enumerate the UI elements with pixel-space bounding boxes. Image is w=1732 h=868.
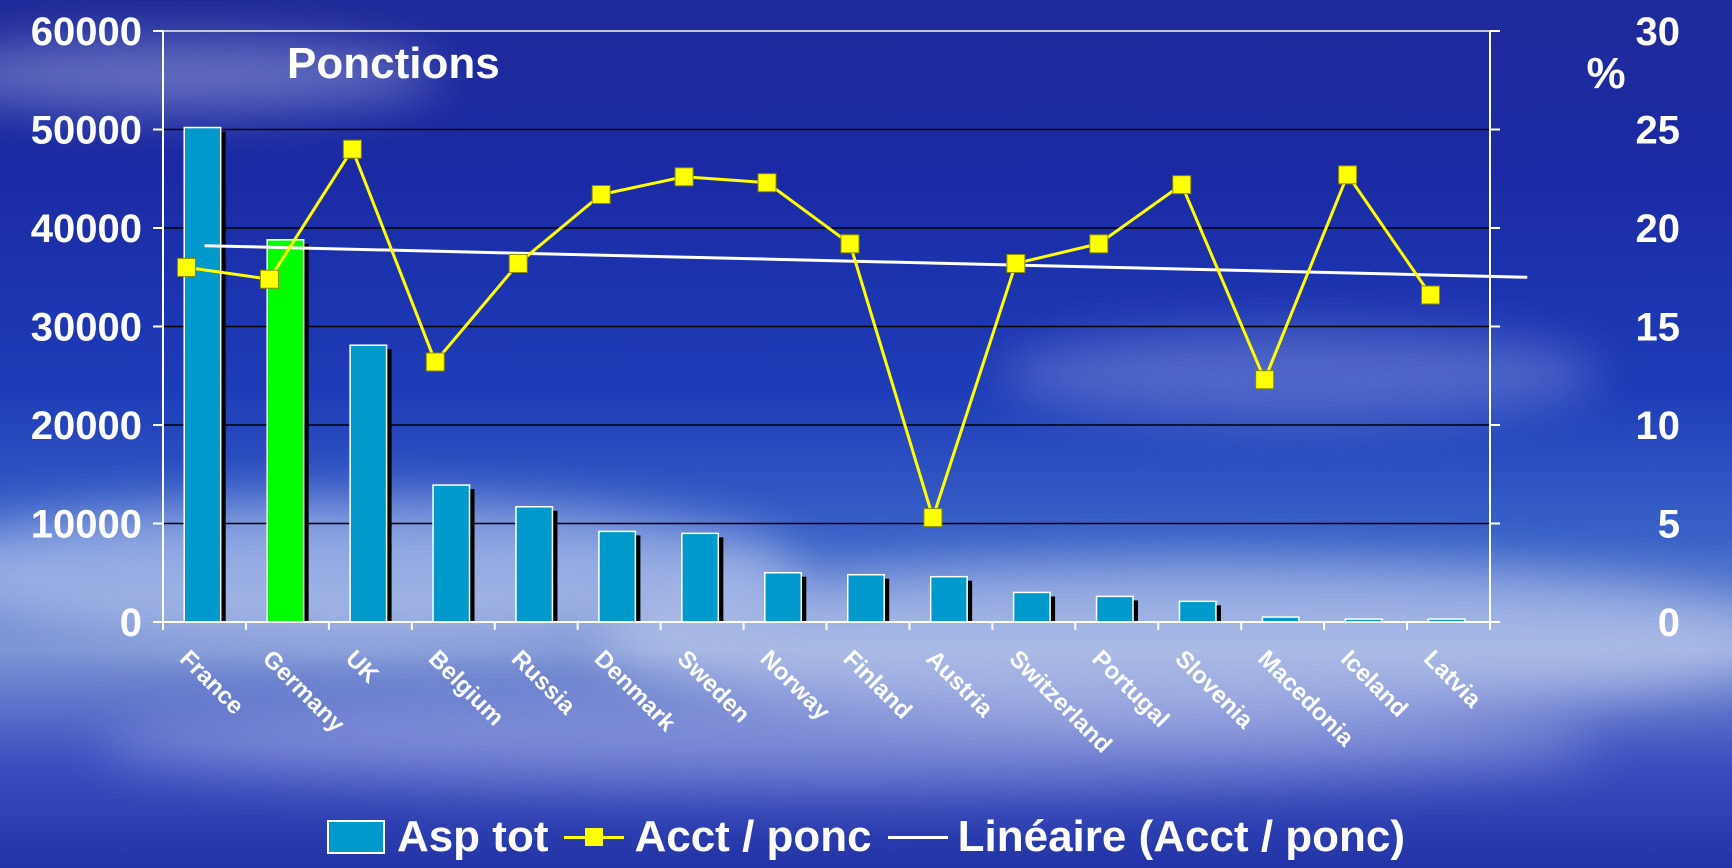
line-marker-iceland: [1338, 165, 1358, 185]
line-marker-portugal: [1089, 234, 1109, 254]
legend-line-swatch: [564, 822, 625, 852]
legend-label-trend: Linéaire (Acct / ponc): [957, 812, 1406, 861]
bar-belgium: [432, 484, 471, 623]
y-tick-label: 40000: [31, 207, 142, 251]
series-line-acct-ponc: [186, 145, 1432, 523]
line-marker-denmark: [591, 185, 611, 205]
line-marker-sweden: [674, 167, 694, 187]
bar-austria: [929, 575, 968, 623]
line-marker-germany: [259, 269, 279, 289]
legend-item-trend: Linéaire (Acct / ponc): [887, 812, 1406, 862]
line-marker-switzerland: [1006, 253, 1026, 273]
y2-tick-label: 15: [1636, 306, 1681, 350]
y2-tick-label: 5: [1658, 503, 1680, 547]
y2-unit-label: %: [1586, 49, 1625, 98]
bar-portugal: [1095, 595, 1134, 623]
x-category-label: Austria: [921, 645, 999, 723]
line-marker-uk: [342, 139, 362, 159]
y-tick-label: 60000: [31, 10, 142, 54]
x-category-label: Slovenia: [1169, 645, 1258, 734]
x-category-label: Belgium: [423, 645, 509, 731]
y-tick-label: 10000: [31, 503, 142, 547]
line-marker-slovenia: [1172, 175, 1192, 195]
line-marker-macedonia: [1255, 370, 1275, 390]
bar-switzerland: [1012, 591, 1051, 623]
y-tick-label: 0: [120, 601, 142, 645]
x-category-label: Finland: [838, 645, 917, 724]
bar-finland: [846, 573, 885, 623]
legend-item-line: Acct / ponc: [564, 812, 872, 862]
line-marker-russia: [508, 253, 528, 273]
cloud-decoration: [100, 700, 1600, 790]
bar-slovenia: [1178, 600, 1217, 623]
y-tick-label: 50000: [31, 109, 142, 153]
y-tick-label: 20000: [31, 404, 142, 448]
x-category-label: Norway: [755, 645, 836, 726]
line-marker-latvia: [1421, 285, 1441, 305]
legend-bar-swatch: [326, 820, 385, 854]
y2-tick-label: 0: [1658, 601, 1680, 645]
x-category-label: Latvia: [1418, 645, 1487, 714]
bar-germany: [266, 239, 305, 623]
bar-uk: [349, 344, 388, 623]
legend-trend-swatch: [887, 822, 948, 852]
x-category-label: Germany: [257, 645, 350, 738]
y2-tick-label: 20: [1636, 207, 1681, 251]
y2-tick-label: 30: [1636, 10, 1681, 54]
line-marker-austria: [923, 508, 943, 528]
x-category-label: France: [174, 645, 249, 720]
x-category-label: Russia: [506, 645, 581, 720]
chart-title: Ponctions: [287, 39, 500, 88]
line-marker-norway: [757, 173, 777, 193]
trendline: [204, 244, 1528, 279]
bar-france: [183, 126, 222, 623]
bar-denmark: [598, 530, 637, 623]
legend-label-bars: Asp tot: [396, 812, 549, 861]
x-category-label: Iceland: [1335, 645, 1413, 723]
bar-sweden: [681, 532, 720, 623]
bar-norway: [764, 572, 803, 623]
legend-label-line: Acct / ponc: [634, 812, 872, 861]
x-category-label: Sweden: [672, 645, 755, 728]
x-category-label: Denmark: [589, 645, 681, 737]
y-tick-label: 30000: [31, 306, 142, 350]
x-category-label: UK: [340, 645, 384, 689]
cloud-decoration: [0, 40, 440, 110]
x-category-label: Portugal: [1087, 645, 1175, 733]
y2-tick-label: 25: [1636, 109, 1681, 153]
line-marker-finland: [840, 234, 860, 254]
y2-tick-label: 10: [1636, 404, 1681, 448]
bar-russia: [515, 506, 554, 623]
line-marker-belgium: [425, 352, 445, 372]
legend-item-bars: Asp tot: [326, 812, 549, 862]
chart-legend: Asp tot Acct / ponc Linéaire (Acct / pon…: [0, 812, 1732, 862]
line-marker-france: [176, 257, 196, 277]
cloud-decoration: [1000, 330, 1600, 420]
